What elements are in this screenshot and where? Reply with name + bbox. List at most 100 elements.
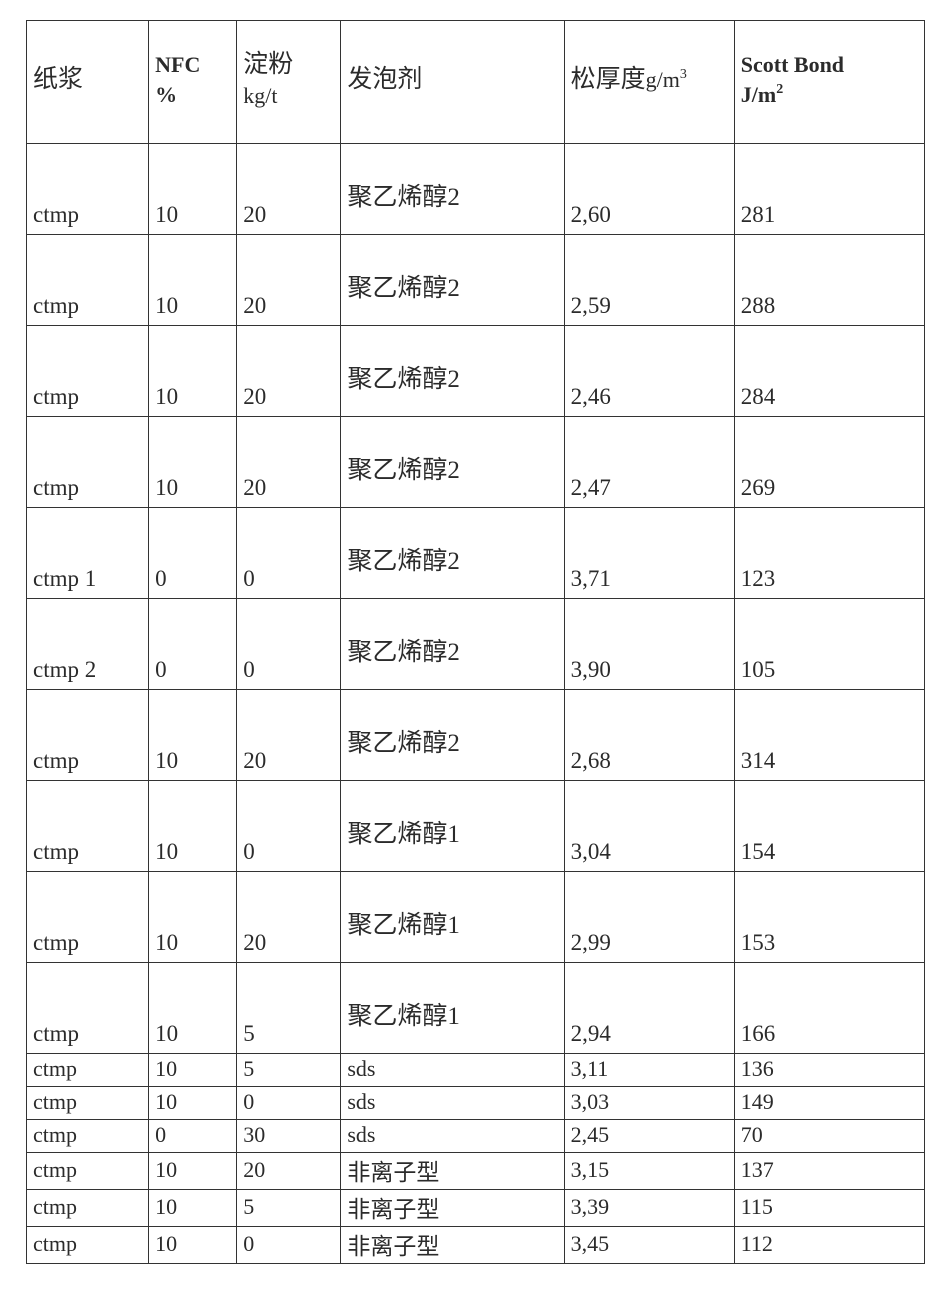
cell-scott-value: 281 — [741, 202, 776, 227]
cell-bulk: 2,99 — [564, 872, 734, 963]
cell-scott: 153 — [734, 872, 924, 963]
cell-pulp: ctmp — [27, 326, 149, 417]
cell-pulp-value: ctmp — [33, 1021, 79, 1046]
cell-foam-value: 聚乙烯醇2 — [347, 639, 460, 666]
cell-starch: 5 — [237, 963, 341, 1054]
cell-bulk-value: 3,45 — [571, 1231, 610, 1256]
col-header-bulk-unit-prefix: g/m — [646, 67, 680, 92]
cell-foam-value: 聚乙烯醇2 — [347, 275, 460, 302]
cell-pulp: ctmp — [27, 1190, 149, 1227]
cell-starch: 30 — [237, 1120, 341, 1153]
cell-bulk: 3,11 — [564, 1054, 734, 1087]
cell-foam: 聚乙烯醇2 — [341, 508, 564, 599]
cell-foam: sds — [341, 1054, 564, 1087]
cell-pulp: ctmp — [27, 417, 149, 508]
cell-foam-value: 聚乙烯醇1 — [347, 912, 460, 939]
cell-nfc-value: 10 — [155, 293, 178, 318]
cell-starch-value: 20 — [243, 384, 266, 409]
cell-foam: 聚乙烯醇2 — [341, 326, 564, 417]
cell-bulk: 2,46 — [564, 326, 734, 417]
cell-pulp: ctmp — [27, 235, 149, 326]
col-header-starch-unit: kg/t — [243, 83, 277, 108]
cell-nfc-value: 0 — [155, 1122, 166, 1147]
cell-foam: 聚乙烯醇1 — [341, 781, 564, 872]
cell-bulk: 3,45 — [564, 1227, 734, 1264]
cell-pulp: ctmp 2 — [27, 599, 149, 690]
table-body: ctmp1020聚乙烯醇22,60281ctmp1020聚乙烯醇22,59288… — [27, 144, 925, 1264]
cell-pulp-value: ctmp — [33, 1089, 77, 1114]
cell-foam: 聚乙烯醇2 — [341, 599, 564, 690]
cell-starch-value: 0 — [243, 839, 255, 864]
cell-foam: 聚乙烯醇1 — [341, 963, 564, 1054]
cell-bulk-value: 2,47 — [571, 475, 611, 500]
cell-pulp: ctmp — [27, 963, 149, 1054]
cell-scott-value: 123 — [741, 566, 776, 591]
col-header-pulp: 纸浆 — [27, 21, 149, 144]
cell-bulk-value: 3,11 — [571, 1056, 609, 1081]
cell-pulp-value: ctmp 2 — [33, 657, 96, 682]
col-header-foam: 发泡剂 — [341, 21, 564, 144]
cell-starch-value: 20 — [243, 475, 266, 500]
cell-starch-value: 30 — [243, 1122, 265, 1147]
cell-starch: 20 — [237, 144, 341, 235]
cell-scott: 123 — [734, 508, 924, 599]
cell-nfc-value: 10 — [155, 748, 178, 773]
cell-bulk: 3,39 — [564, 1190, 734, 1227]
cell-scott: 112 — [734, 1227, 924, 1264]
cell-bulk: 2,47 — [564, 417, 734, 508]
cell-starch-value: 20 — [243, 293, 266, 318]
cell-starch-value: 20 — [243, 930, 266, 955]
cell-foam: 非离子型 — [341, 1190, 564, 1227]
cell-starch-value: 0 — [243, 1089, 254, 1114]
table-row: ctmp 200聚乙烯醇23,90105 — [27, 599, 925, 690]
col-header-bulk-unit-sup: 3 — [680, 67, 687, 82]
cell-foam-value: 聚乙烯醇1 — [347, 1003, 460, 1030]
cell-pulp-value: ctmp — [33, 202, 79, 227]
cell-scott: 269 — [734, 417, 924, 508]
cell-scott-value: 136 — [741, 1056, 774, 1081]
cell-scott: 314 — [734, 690, 924, 781]
cell-bulk-value: 3,15 — [571, 1157, 610, 1182]
cell-starch-value: 5 — [243, 1021, 255, 1046]
cell-pulp-value: ctmp — [33, 384, 79, 409]
cell-foam-value: 聚乙烯醇2 — [347, 457, 460, 484]
col-header-nfc-label: NFC — [155, 52, 200, 77]
cell-nfc: 10 — [149, 1227, 237, 1264]
cell-bulk-value: 2,59 — [571, 293, 611, 318]
cell-scott-value: 288 — [741, 293, 776, 318]
cell-scott: 166 — [734, 963, 924, 1054]
cell-foam: 非离子型 — [341, 1153, 564, 1190]
table-row: ctmp100sds3,03149 — [27, 1087, 925, 1120]
table-row: ctmp1020聚乙烯醇22,60281 — [27, 144, 925, 235]
cell-bulk: 3,90 — [564, 599, 734, 690]
cell-pulp-value: ctmp — [33, 1122, 77, 1147]
cell-foam-value: 非离子型 — [347, 1197, 439, 1222]
table-row: ctmp105非离子型3,39115 — [27, 1190, 925, 1227]
cell-foam-value: 聚乙烯醇2 — [347, 730, 460, 757]
cell-bulk: 2,60 — [564, 144, 734, 235]
cell-bulk-value: 3,71 — [571, 566, 611, 591]
cell-bulk-value: 3,03 — [571, 1089, 610, 1114]
table-row: ctmp100聚乙烯醇13,04154 — [27, 781, 925, 872]
cell-bulk: 2,94 — [564, 963, 734, 1054]
cell-nfc: 10 — [149, 1054, 237, 1087]
cell-starch: 0 — [237, 1087, 341, 1120]
cell-nfc: 0 — [149, 599, 237, 690]
cell-pulp: ctmp — [27, 1087, 149, 1120]
col-header-starch: 淀粉 kg/t — [237, 21, 341, 144]
cell-nfc: 10 — [149, 963, 237, 1054]
table-row: ctmp 100聚乙烯醇23,71123 — [27, 508, 925, 599]
cell-pulp-value: ctmp 1 — [33, 566, 96, 591]
cell-nfc-value: 10 — [155, 1194, 177, 1219]
cell-nfc: 10 — [149, 417, 237, 508]
table-row: ctmp1020 聚乙烯醇2 2,47 269 — [27, 417, 925, 508]
cell-foam: 非离子型 — [341, 1227, 564, 1264]
cell-scott-value: 153 — [741, 930, 776, 955]
col-header-scott-unit-sup: 2 — [776, 82, 783, 97]
cell-foam-value: sds — [347, 1089, 375, 1114]
cell-starch-value: 20 — [243, 748, 266, 773]
cell-pulp: ctmp — [27, 690, 149, 781]
cell-nfc: 10 — [149, 1190, 237, 1227]
cell-pulp: ctmp 1 — [27, 508, 149, 599]
table-row: ctmp100非离子型3,45112 — [27, 1227, 925, 1264]
